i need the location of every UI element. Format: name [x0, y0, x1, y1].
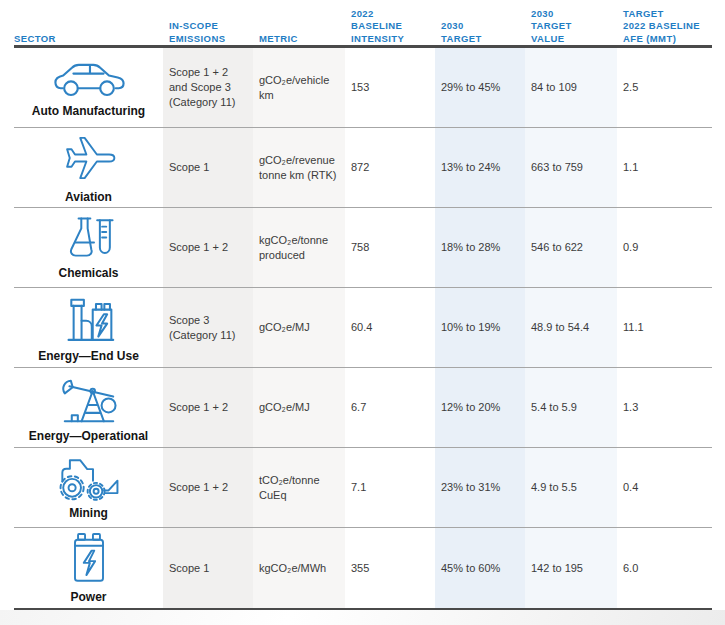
target-value-cell: 546 to 622 — [525, 208, 617, 287]
sector-cell: Power — [14, 528, 163, 608]
metric-cell: kgCO₂e/tonne produced — [253, 208, 345, 287]
baseline-afe-cell: 2.5 — [617, 48, 712, 127]
target-value-cell: 663 to 759 — [525, 128, 617, 207]
sector-cell: Energy—Operational — [14, 368, 163, 447]
column-header-target-2022-baseline-afe: TARGET 2022 BASELINE AFE (MMT) — [617, 8, 712, 45]
sector-cell: Chemicals — [14, 208, 163, 287]
sector-cell: Auto Manufacturing — [14, 48, 163, 127]
loader-icon — [55, 454, 123, 502]
baseline-afe-cell: 11.1 — [617, 288, 712, 367]
in-scope-emissions-cell: Scope 3 (Category 11) — [163, 288, 253, 367]
target-2030-cell: 18% to 28% — [435, 208, 525, 287]
table-header-row: SECTOR IN-SCOPE EMISSIONS METRIC 2022 BA… — [14, 8, 712, 48]
in-scope-emissions-cell: Scope 1 — [163, 528, 253, 608]
column-header-metric: METRIC — [253, 33, 345, 45]
sector-label: Energy—Operational — [29, 428, 148, 444]
target-value-cell: 84 to 109 — [525, 48, 617, 127]
target-value-cell: 48.9 to 54.4 — [525, 288, 617, 367]
sector-label: Chemicals — [58, 265, 118, 281]
target-2030-cell: 23% to 31% — [435, 448, 525, 527]
baseline-intensity-cell: 153 — [345, 48, 435, 127]
sector-label: Mining — [69, 505, 108, 521]
pumpjack-icon — [59, 371, 119, 425]
target-value-cell: 142 to 195 — [525, 528, 617, 608]
metric-cell: gCO₂e/MJ — [253, 288, 345, 367]
target-value-cell: 5.4 to 5.9 — [525, 368, 617, 447]
sector-label: Power — [70, 589, 106, 605]
target-2030-cell: 45% to 60% — [435, 528, 525, 608]
sector-cell: Energy—End Use — [14, 288, 163, 367]
baseline-intensity-cell: 758 — [345, 208, 435, 287]
baseline-afe-cell: 1.1 — [617, 128, 712, 207]
table-row-chemicals: Chemicals Scope 1 + 2 kgCO₂e/tonne produ… — [14, 208, 712, 288]
baseline-afe-cell: 1.3 — [617, 368, 712, 447]
metric-cell: gCO₂e/revenue tonne km (RTK) — [253, 128, 345, 207]
car-icon — [52, 55, 126, 100]
power-plant-icon — [59, 291, 119, 345]
sector-cell: Aviation — [14, 128, 163, 207]
baseline-afe-cell: 6.0 — [617, 528, 712, 608]
in-scope-emissions-cell: Scope 1 + 2 — [163, 368, 253, 447]
plane-icon — [61, 130, 117, 186]
baseline-afe-cell: 0.9 — [617, 208, 712, 287]
metric-cell: gCO₂e/MJ — [253, 368, 345, 447]
in-scope-emissions-cell: Scope 1 + 2 — [163, 448, 253, 527]
baseline-intensity-cell: 60.4 — [345, 288, 435, 367]
column-header-2030-target-value: 2030 TARGET VALUE — [525, 8, 617, 45]
column-header-sector: SECTOR — [14, 33, 163, 45]
metric-cell: tCO₂e/tonne CuEq — [253, 448, 345, 527]
sector-label: Aviation — [65, 189, 112, 205]
report-page: SECTOR IN-SCOPE EMISSIONS METRIC 2022 BA… — [0, 0, 725, 625]
baseline-intensity-cell: 6.7 — [345, 368, 435, 447]
target-2030-cell: 13% to 24% — [435, 128, 525, 207]
baseline-intensity-cell: 355 — [345, 528, 435, 608]
target-2030-cell: 29% to 45% — [435, 48, 525, 127]
column-header-2030-target: 2030 TARGET — [435, 20, 525, 45]
sector-label: Auto Manufacturing — [32, 103, 145, 119]
column-header-in-scope-emissions: IN-SCOPE EMISSIONS — [163, 20, 253, 45]
battery-icon — [68, 531, 110, 586]
table-row-mining: Mining Scope 1 + 2 tCO₂e/tonne CuEq 7.1 … — [14, 448, 712, 528]
baseline-afe-cell: 0.4 — [617, 448, 712, 527]
sector-targets-table: SECTOR IN-SCOPE EMISSIONS METRIC 2022 BA… — [14, 8, 712, 610]
table-row-energy-operational: Energy—Operational Scope 1 + 2 gCO₂e/MJ … — [14, 368, 712, 448]
sector-label: Energy—End Use — [38, 348, 139, 364]
baseline-intensity-cell: 7.1 — [345, 448, 435, 527]
table-row-auto-manufacturing: Auto Manufacturing Scope 1 + 2 and Scope… — [14, 48, 712, 128]
in-scope-emissions-cell: Scope 1 — [163, 128, 253, 207]
flask-icon — [60, 213, 118, 262]
sector-cell: Mining — [14, 448, 163, 527]
target-2030-cell: 10% to 19% — [435, 288, 525, 367]
table-row-aviation: Aviation Scope 1 gCO₂e/revenue tonne km … — [14, 128, 712, 208]
in-scope-emissions-cell: Scope 1 + 2 — [163, 208, 253, 287]
in-scope-emissions-cell: Scope 1 + 2 and Scope 3 (Category 11) — [163, 48, 253, 127]
metric-cell: gCO₂e/vehicle km — [253, 48, 345, 127]
target-value-cell: 4.9 to 5.5 — [525, 448, 617, 527]
page-background-decoration — [0, 610, 725, 625]
column-header-2022-baseline-intensity: 2022 BASELINE INTENSITY — [345, 8, 435, 45]
metric-cell: kgCO₂e/MWh — [253, 528, 345, 608]
baseline-intensity-cell: 872 — [345, 128, 435, 207]
table-row-power: Power Scope 1 kgCO₂e/MWh 355 45% to 60% … — [14, 528, 712, 608]
target-2030-cell: 12% to 20% — [435, 368, 525, 447]
table-row-energy-end-use: Energy—End Use Scope 3 (Category 11) gCO… — [14, 288, 712, 368]
